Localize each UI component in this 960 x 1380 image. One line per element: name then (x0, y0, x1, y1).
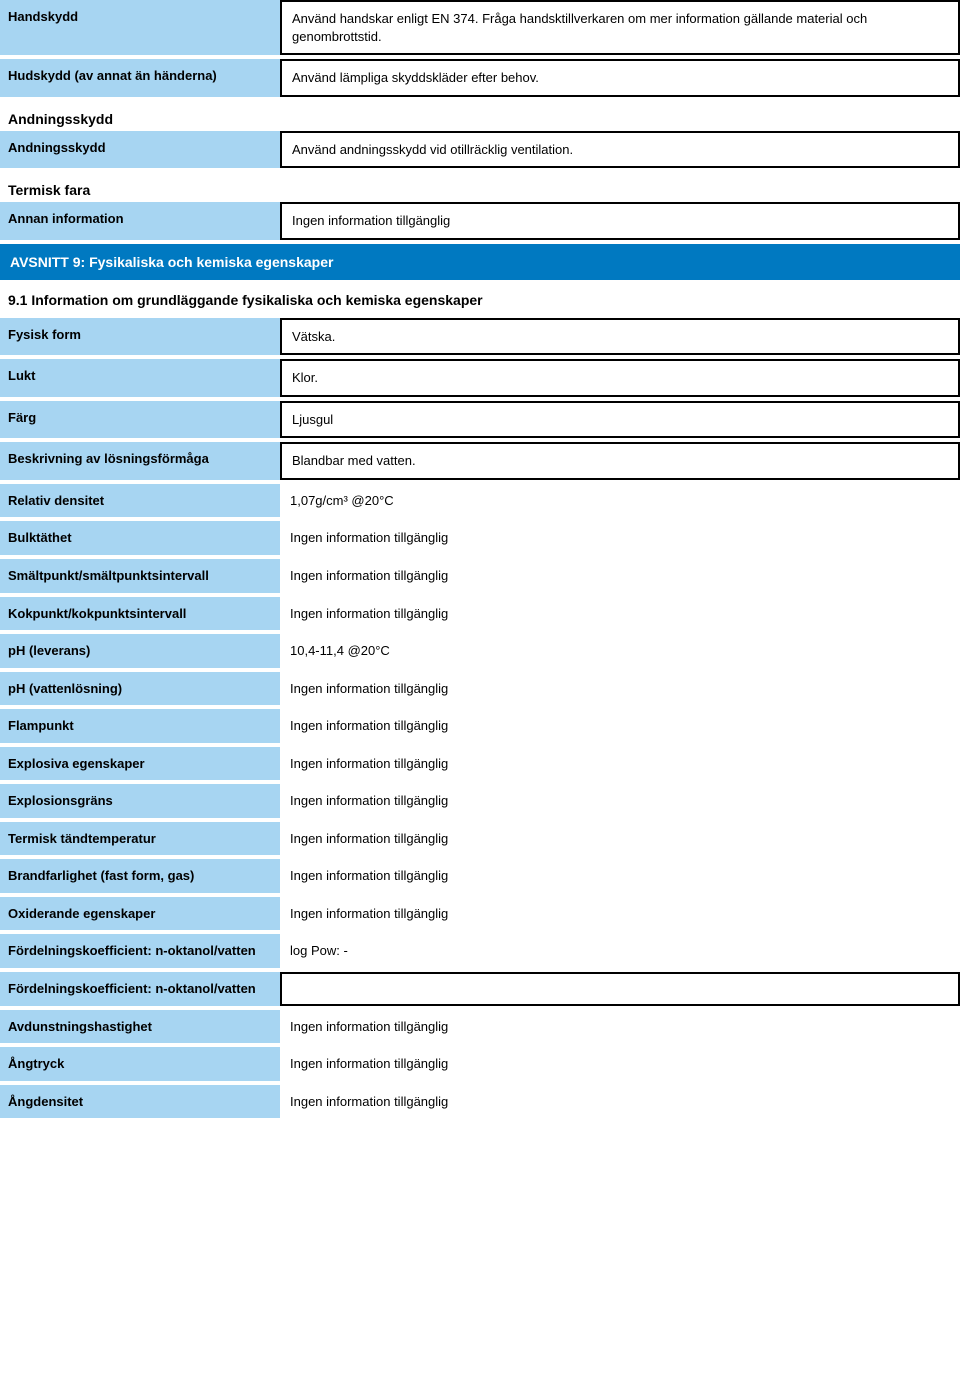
property-value: Vätska. (280, 318, 960, 356)
sub-heading: Andningsskydd (0, 101, 960, 131)
property-row: FlampunktIngen information tillgänglig (0, 709, 960, 743)
property-value: Blandbar med vatten. (280, 442, 960, 480)
property-row: ÅngdensitetIngen information tillgänglig (0, 1085, 960, 1119)
property-value: Ingen information tillgänglig (280, 1085, 960, 1119)
property-value: Ingen information tillgänglig (280, 709, 960, 743)
property-label: Handskydd (0, 0, 280, 55)
property-value: log Pow: - (280, 934, 960, 968)
property-label: Explosiva egenskaper (0, 747, 280, 781)
property-row: ExplosionsgränsIngen information tillgän… (0, 784, 960, 818)
property-row: Kokpunkt/kokpunktsintervallIngen informa… (0, 597, 960, 631)
property-label: Hudskydd (av annat än händerna) (0, 59, 280, 97)
property-label: Ångdensitet (0, 1085, 280, 1119)
property-value: Ingen information tillgänglig (280, 1010, 960, 1044)
property-value: Ingen information tillgänglig (280, 559, 960, 593)
property-row: Oxiderande egenskaperIngen information t… (0, 897, 960, 931)
property-row: Hudskydd (av annat än händerna)Använd lä… (0, 59, 960, 97)
property-label: Smältpunkt/smältpunktsintervall (0, 559, 280, 593)
property-value: Ingen information tillgänglig (280, 859, 960, 893)
property-label: Andningsskydd (0, 131, 280, 169)
property-label: Lukt (0, 359, 280, 397)
property-row: Smältpunkt/smältpunktsintervallIngen inf… (0, 559, 960, 593)
property-label: Termisk tändtemperatur (0, 822, 280, 856)
property-label: pH (leverans) (0, 634, 280, 668)
property-row: Beskrivning av lösningsförmågaBlandbar m… (0, 442, 960, 480)
property-label: Fördelningskoefficient: n-oktanol/vatten (0, 934, 280, 968)
property-value: Ingen information tillgänglig (280, 784, 960, 818)
property-value: Ingen information tillgänglig (280, 897, 960, 931)
property-label: Relativ densitet (0, 484, 280, 518)
section-header: AVSNITT 9: Fysikaliska och kemiska egens… (0, 244, 960, 280)
property-value: Ingen information tillgänglig (280, 597, 960, 631)
property-label: Fördelningskoefficient: n-oktanol/vatten (0, 972, 280, 1006)
property-label: Fysisk form (0, 318, 280, 356)
property-row: Fördelningskoefficient: n-oktanol/vatten (0, 972, 960, 1006)
property-value: Ingen information tillgänglig (280, 521, 960, 555)
property-value: Ljusgul (280, 401, 960, 439)
property-value: 1,07g/cm³ @20°C (280, 484, 960, 518)
property-label: pH (vattenlösning) (0, 672, 280, 706)
property-row: pH (leverans)10,4-11,4 @20°C (0, 634, 960, 668)
property-value: Ingen information tillgänglig (280, 747, 960, 781)
property-label: Flampunkt (0, 709, 280, 743)
property-label: Ångtryck (0, 1047, 280, 1081)
property-row: LuktKlor. (0, 359, 960, 397)
property-value: Ingen information tillgänglig (280, 202, 960, 240)
property-value: Använd handskar enligt EN 374. Fråga han… (280, 0, 960, 55)
sub-heading: Termisk fara (0, 172, 960, 202)
property-label: Bulktäthet (0, 521, 280, 555)
property-row: AndningsskyddAnvänd andningsskydd vid ot… (0, 131, 960, 169)
property-row: HandskyddAnvänd handskar enligt EN 374. … (0, 0, 960, 55)
property-row: Relativ densitet1,07g/cm³ @20°C (0, 484, 960, 518)
document-root: HandskyddAnvänd handskar enligt EN 374. … (0, 0, 960, 1122)
property-row: AvdunstningshastighetIngen information t… (0, 1010, 960, 1044)
property-row: Brandfarlighet (fast form, gas)Ingen inf… (0, 859, 960, 893)
property-value (280, 972, 960, 1006)
property-label: Brandfarlighet (fast form, gas) (0, 859, 280, 893)
property-label: Kokpunkt/kokpunktsintervall (0, 597, 280, 631)
property-value: Använd lämpliga skyddskläder efter behov… (280, 59, 960, 97)
property-row: Explosiva egenskaperIngen information ti… (0, 747, 960, 781)
property-row: Annan informationIngen information tillg… (0, 202, 960, 240)
property-value: Ingen information tillgänglig (280, 672, 960, 706)
property-value: Använd andningsskydd vid otillräcklig ve… (280, 131, 960, 169)
property-row: BulktäthetIngen information tillgänglig (0, 521, 960, 555)
property-value: Klor. (280, 359, 960, 397)
property-row: pH (vattenlösning)Ingen information till… (0, 672, 960, 706)
property-row: ÅngtryckIngen information tillgänglig (0, 1047, 960, 1081)
property-label: Annan information (0, 202, 280, 240)
property-label: Färg (0, 401, 280, 439)
property-value: 10,4-11,4 @20°C (280, 634, 960, 668)
property-row: Termisk tändtemperaturIngen information … (0, 822, 960, 856)
property-label: Explosionsgräns (0, 784, 280, 818)
property-row: Fördelningskoefficient: n-oktanol/vatten… (0, 934, 960, 968)
property-value: Ingen information tillgänglig (280, 822, 960, 856)
subsection-heading: 9.1 Information om grundläggande fysikal… (0, 280, 960, 318)
property-value: Ingen information tillgänglig (280, 1047, 960, 1081)
property-label: Oxiderande egenskaper (0, 897, 280, 931)
property-label: Avdunstningshastighet (0, 1010, 280, 1044)
property-label: Beskrivning av lösningsförmåga (0, 442, 280, 480)
property-row: FärgLjusgul (0, 401, 960, 439)
property-row: Fysisk formVätska. (0, 318, 960, 356)
